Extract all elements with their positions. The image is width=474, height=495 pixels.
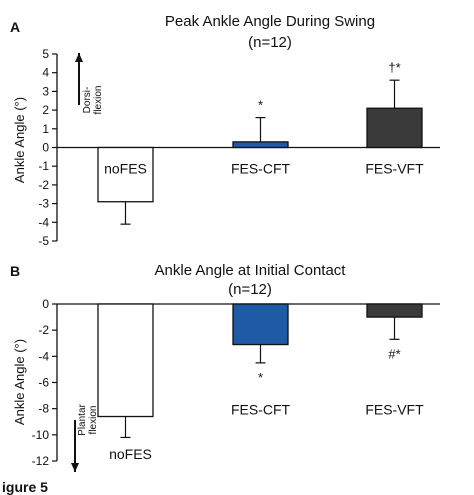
y-tick-label: 2 — [42, 103, 49, 117]
chart-title: Ankle Angle at Initial Contact — [155, 262, 347, 279]
y-tick-label: -4 — [38, 349, 49, 363]
direction-note-line: flexion — [88, 406, 99, 435]
category-label: FES-VFT — [365, 161, 424, 177]
direction-note: Dorsi-flexion — [82, 86, 104, 115]
significance-annotation: * — [258, 370, 263, 385]
category-label: FES-CFT — [231, 161, 291, 177]
y-tick-label: -3 — [38, 197, 49, 211]
direction-note-line: flexion — [93, 86, 104, 115]
panel-label: B — [10, 263, 20, 279]
significance-annotation: †* — [388, 60, 400, 75]
bar — [232, 303, 289, 346]
direction-note-line: Plantar — [77, 403, 88, 435]
y-axis-label: Ankle Angle (°) — [12, 339, 27, 425]
y-tick-label: 0 — [42, 297, 49, 311]
y-tick-label: -4 — [38, 215, 49, 229]
category-label: noFES — [104, 161, 147, 177]
category-label: FES-CFT — [231, 402, 291, 418]
bar — [232, 141, 289, 149]
chart-subtitle: (n=12) — [248, 34, 292, 51]
bar — [366, 303, 423, 318]
y-tick-label: -12 — [32, 454, 50, 468]
y-tick-label: -1 — [38, 159, 49, 173]
chart-title: Peak Ankle Angle During Swing — [165, 13, 375, 30]
direction-note-line: Dorsi- — [82, 87, 93, 114]
y-tick-label: -5 — [38, 234, 49, 248]
panel-label: A — [10, 19, 20, 35]
bar — [366, 107, 423, 149]
y-tick-label: -8 — [38, 402, 49, 416]
significance-annotation: #* — [388, 346, 400, 361]
bar — [97, 303, 154, 418]
y-tick-label: 0 — [42, 141, 49, 155]
direction-arrow-head — [71, 463, 79, 472]
figure-caption: igure 5 — [2, 479, 48, 495]
chart-panel-a: A Peak Ankle Angle During Swing (n=12) -5 -4… — [10, 13, 440, 248]
y-tick-label: 4 — [42, 66, 49, 80]
y-tick-label: 1 — [42, 122, 49, 136]
category-label: FES-VFT — [365, 402, 424, 418]
y-tick-label: 3 — [42, 84, 49, 98]
significance-annotation: * — [258, 98, 263, 113]
y-tick-label: -2 — [38, 178, 49, 192]
direction-arrow-head — [75, 53, 83, 62]
y-axis-label: Ankle Angle (°) — [12, 97, 27, 183]
y-tick-label: -6 — [38, 376, 49, 390]
chart-subtitle: (n=12) — [228, 281, 272, 298]
y-tick-label: 5 — [42, 47, 49, 61]
category-label: noFES — [109, 446, 152, 462]
direction-note: Plantarflexion — [77, 403, 99, 435]
y-tick-label: -10 — [32, 428, 50, 442]
chart-panel-b: B Ankle Angle at Initial Contact (n=12) -12… — [10, 262, 440, 472]
y-tick-label: -2 — [38, 323, 49, 337]
